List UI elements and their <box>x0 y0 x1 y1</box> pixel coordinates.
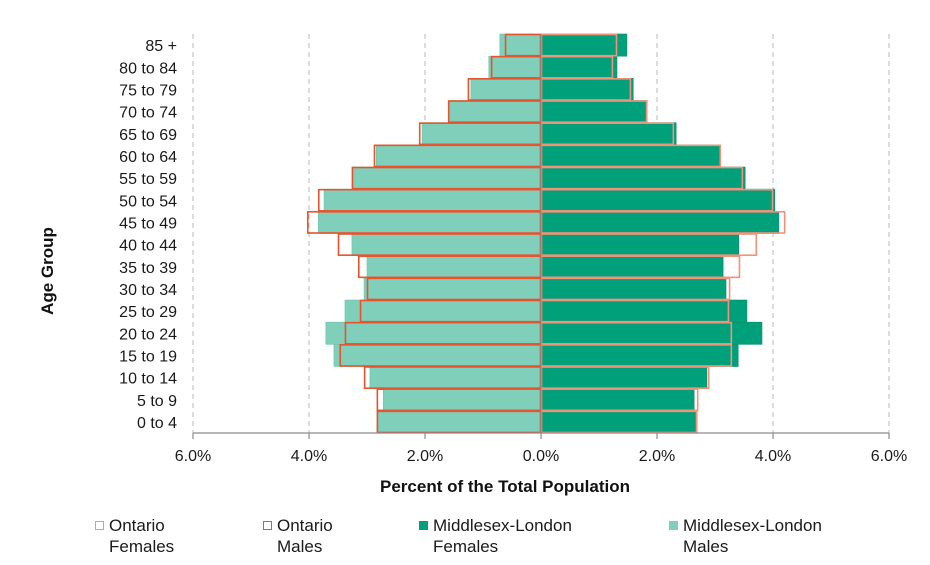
y-tick-label: 45 to 49 <box>119 215 177 232</box>
x-tick-label: 6.0% <box>175 448 211 465</box>
y-tick-label: 50 to 54 <box>119 193 177 210</box>
legend-label: Males <box>683 537 729 556</box>
legend: Ontario Females Ontario Males Middlesex-Lo… <box>0 515 930 565</box>
bar-middlesex-london-males <box>375 144 542 168</box>
bar-middlesex-london-males <box>488 55 542 79</box>
bar-middlesex-london-males <box>421 122 542 146</box>
bar-middlesex-london-males <box>317 211 542 234</box>
legend-label: Middlesex-London <box>683 516 822 535</box>
x-tick-label: 4.0% <box>755 448 791 465</box>
bar-middlesex-london-females <box>540 144 721 168</box>
y-tick-label: 20 to 24 <box>119 326 177 343</box>
x-tick-label: 0.0% <box>523 448 559 465</box>
bar-middlesex-london-males <box>325 321 542 345</box>
outline-square-icon <box>95 521 104 530</box>
bar-middlesex-london-males <box>344 299 542 323</box>
y-tick-label: 40 to 44 <box>119 238 177 255</box>
legend-label: Ontario <box>109 516 165 535</box>
bar-middlesex-london-females <box>540 122 677 146</box>
y-tick-label: 35 to 39 <box>119 260 177 277</box>
bar-middlesex-london-females <box>540 299 748 323</box>
y-tick-label: 70 to 74 <box>119 105 177 122</box>
bar-middlesex-london-females <box>540 166 746 190</box>
x-axis-title: Percent of the Total Population <box>380 477 630 496</box>
legend-label: Males <box>277 537 323 556</box>
x-tick-label: 6.0% <box>871 448 907 465</box>
y-tick-label: 75 to 79 <box>119 82 177 99</box>
x-tick-label: 2.0% <box>407 448 443 465</box>
y-tick-label: 25 to 29 <box>119 304 177 321</box>
y-tick-label: 5 to 9 <box>137 393 177 410</box>
bar-middlesex-london-males <box>377 410 542 434</box>
y-tick-label: 10 to 14 <box>119 371 177 388</box>
y-axis-title: Age Group <box>38 227 57 315</box>
bar-middlesex-london-females <box>540 33 628 57</box>
bar-middlesex-london-males <box>366 255 542 279</box>
y-tick-label: 0 to 4 <box>137 415 177 432</box>
bar-middlesex-london-females <box>540 233 740 256</box>
bar-middlesex-london-females <box>540 344 739 367</box>
x-tick-label: 2.0% <box>639 448 675 465</box>
y-tick-label: 65 to 69 <box>119 127 177 144</box>
filled-square-icon <box>419 521 428 530</box>
bar-middlesex-london-males <box>449 100 542 123</box>
bar-middlesex-london-males <box>470 78 542 101</box>
y-tick-label: 60 to 64 <box>119 149 177 166</box>
legend-label: Females <box>109 537 175 556</box>
bar-middlesex-london-females <box>540 188 776 212</box>
bar-middlesex-london-females <box>540 255 724 279</box>
legend-label: Ontario <box>277 516 333 535</box>
bar-middlesex-london-females <box>540 388 695 412</box>
bar-middlesex-london-males <box>351 233 542 256</box>
y-tick-label: 30 to 34 <box>119 282 177 299</box>
bar-middlesex-london-females <box>540 321 763 345</box>
bar-middlesex-london-females <box>540 55 618 79</box>
bar-middlesex-london-females <box>540 100 648 123</box>
x-tick-labels: 6.0% 4.0% 2.0% 0.0% 2.0% 4.0% 6.0% <box>175 448 907 465</box>
x-tick-label: 4.0% <box>291 448 327 465</box>
bar-middlesex-london-males <box>382 388 542 412</box>
axes <box>192 34 890 439</box>
bar-middlesex-london-males <box>363 277 542 301</box>
bar-middlesex-london-males <box>369 366 542 389</box>
bar-middlesex-london-females <box>540 410 698 434</box>
legend-label: Middlesex-London <box>433 516 572 535</box>
legend-label: Females <box>433 537 499 556</box>
y-tick-label: 85 + <box>145 38 177 55</box>
y-tick-label: 55 to 59 <box>119 171 177 188</box>
bar-middlesex-london-males <box>333 344 542 367</box>
population-pyramid-chart: 0 to 4 5 to 9 10 to 14 15 to 19 20 to 24 25 t… <box>38 33 907 496</box>
outline-square-icon <box>263 521 272 530</box>
y-tick-label: 15 to 19 <box>119 348 177 365</box>
bar-middlesex-london-females <box>540 277 727 301</box>
bars <box>306 33 786 434</box>
bar-middlesex-london-males <box>323 188 542 212</box>
bar-middlesex-london-females <box>540 366 708 389</box>
y-tick-labels: 0 to 4 5 to 9 10 to 14 15 to 19 20 to 24 25 t… <box>119 38 177 432</box>
y-tick-label: 80 to 84 <box>119 60 177 77</box>
filled-square-icon <box>669 521 678 530</box>
bar-middlesex-london-females <box>540 211 780 234</box>
bar-middlesex-london-males <box>352 166 542 190</box>
bar-middlesex-london-females <box>540 78 634 101</box>
